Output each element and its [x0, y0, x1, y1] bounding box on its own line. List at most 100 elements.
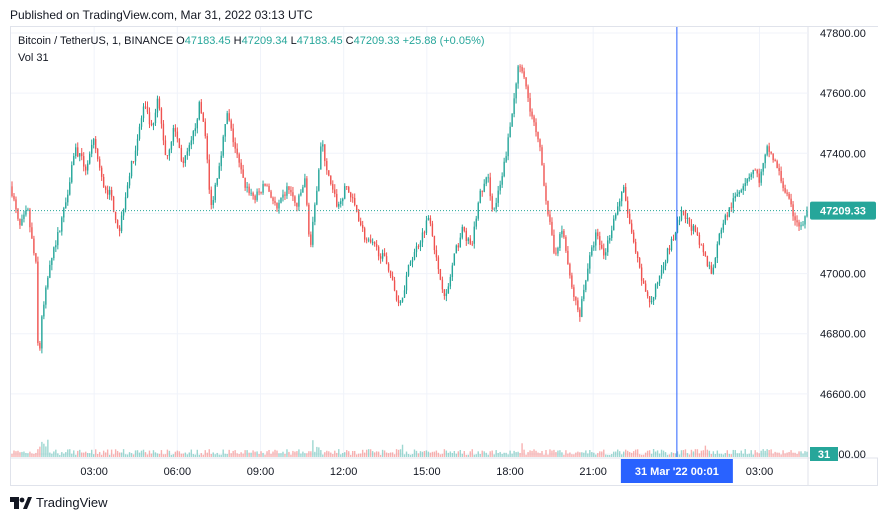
- volume-bar: [156, 453, 159, 457]
- candle-body: [244, 177, 246, 188]
- candle-body: [601, 244, 603, 249]
- crosshair-time-tag[interactable]: [620, 459, 733, 483]
- candle-body: [449, 277, 452, 287]
- symbol-title[interactable]: Bitcoin / TetherUS, 1, BINANCE: [18, 35, 174, 47]
- volume-bar: [228, 449, 230, 457]
- volume-bar: [77, 450, 79, 457]
- volume-bar: [595, 454, 597, 457]
- volume-bar: [254, 451, 256, 457]
- volume-bar: [21, 451, 23, 457]
- candle-body: [138, 126, 141, 139]
- candle-body: [401, 297, 404, 302]
- volume-bar: [658, 453, 661, 457]
- volume-bar: [591, 452, 593, 457]
- volume-bar: [81, 452, 83, 457]
- candle-body: [196, 119, 198, 129]
- candle-body: [684, 211, 687, 220]
- y-tick-label: 47800.00: [820, 28, 866, 40]
- candle-body: [194, 128, 197, 132]
- volume-bar: [521, 443, 523, 457]
- volume-bar: [152, 450, 155, 457]
- volume-bar: [593, 452, 595, 457]
- candle-body: [764, 154, 766, 164]
- candle-body: [126, 185, 129, 198]
- candle-body: [359, 221, 362, 225]
- candle-body: [318, 169, 320, 191]
- candle-body: [674, 232, 677, 240]
- last-price-tag[interactable]: [810, 201, 876, 220]
- volume-bar: [660, 449, 663, 457]
- volume-bar: [710, 453, 713, 457]
- candle-body: [338, 203, 340, 207]
- volume-bar: [551, 450, 553, 457]
- candle-body: [198, 102, 200, 120]
- volume-bar: [89, 453, 91, 457]
- volume-bar: [678, 454, 681, 457]
- volume-bar: [180, 453, 183, 457]
- candle-body: [312, 221, 314, 245]
- price-scale[interactable]: [808, 27, 878, 458]
- candle-body: [455, 245, 458, 254]
- candle-body: [770, 151, 772, 154]
- candle-body: [437, 257, 440, 270]
- candle-body: [543, 165, 545, 186]
- volume-bar: [178, 451, 181, 457]
- candle-body: [501, 176, 503, 185]
- volume-bar: [682, 450, 685, 457]
- volume-bar: [752, 454, 754, 457]
- x-tick-label: 15:00: [413, 466, 441, 478]
- candle-body: [385, 256, 388, 264]
- volume-bar: [461, 453, 463, 457]
- y-tick-label: 47600.00: [820, 88, 866, 100]
- candle-body: [87, 163, 89, 171]
- volume-bar: [393, 454, 396, 457]
- candle-body: [391, 275, 394, 281]
- volume-bar: [262, 452, 264, 457]
- candle-body: [69, 182, 71, 195]
- candle-body: [664, 261, 667, 267]
- volume-bar: [782, 450, 784, 457]
- volume-bar: [226, 453, 228, 457]
- candle-body: [796, 220, 798, 223]
- volume-bar: [320, 450, 322, 457]
- candle-body: [569, 264, 571, 276]
- candle-body: [94, 139, 97, 149]
- volume-bar: [537, 452, 539, 457]
- candle-body: [800, 225, 802, 227]
- candle-body: [232, 128, 234, 143]
- volume-bar: [702, 450, 705, 457]
- x-tick-label: 21:00: [579, 466, 607, 478]
- volume-bar: [158, 453, 161, 457]
- candle-body: [762, 163, 764, 172]
- candle-body: [754, 169, 756, 171]
- candle-body: [696, 231, 699, 235]
- candle-body: [778, 168, 780, 172]
- volume-bar: [724, 453, 727, 457]
- volume-bar: [389, 452, 392, 457]
- volume-bar: [234, 450, 236, 457]
- volume-bar: [583, 452, 585, 457]
- volume-bar: [479, 453, 481, 457]
- candle-body: [654, 284, 657, 298]
- candle-body: [75, 147, 77, 157]
- volume-bar: [359, 453, 362, 457]
- tradingview-brand[interactable]: TradingView: [10, 495, 108, 510]
- volume-bar: [182, 453, 185, 457]
- volume-label[interactable]: Vol: [18, 52, 34, 64]
- volume-bar: [59, 454, 61, 457]
- candle-body: [348, 187, 350, 193]
- volume-bar: [515, 452, 517, 457]
- volume-bar: [523, 449, 525, 457]
- volume-tag[interactable]: [810, 447, 838, 461]
- volume-bar: [652, 449, 655, 457]
- candle-body: [367, 239, 370, 241]
- volume-bar: [248, 452, 250, 457]
- candle-body: [774, 160, 776, 162]
- volume-bar: [597, 453, 599, 457]
- volume-bar: [292, 450, 294, 457]
- volume-bar: [503, 452, 505, 457]
- volume-bar: [529, 450, 531, 457]
- last-price-label: 47209.33: [820, 206, 866, 218]
- volume-bar: [246, 450, 248, 457]
